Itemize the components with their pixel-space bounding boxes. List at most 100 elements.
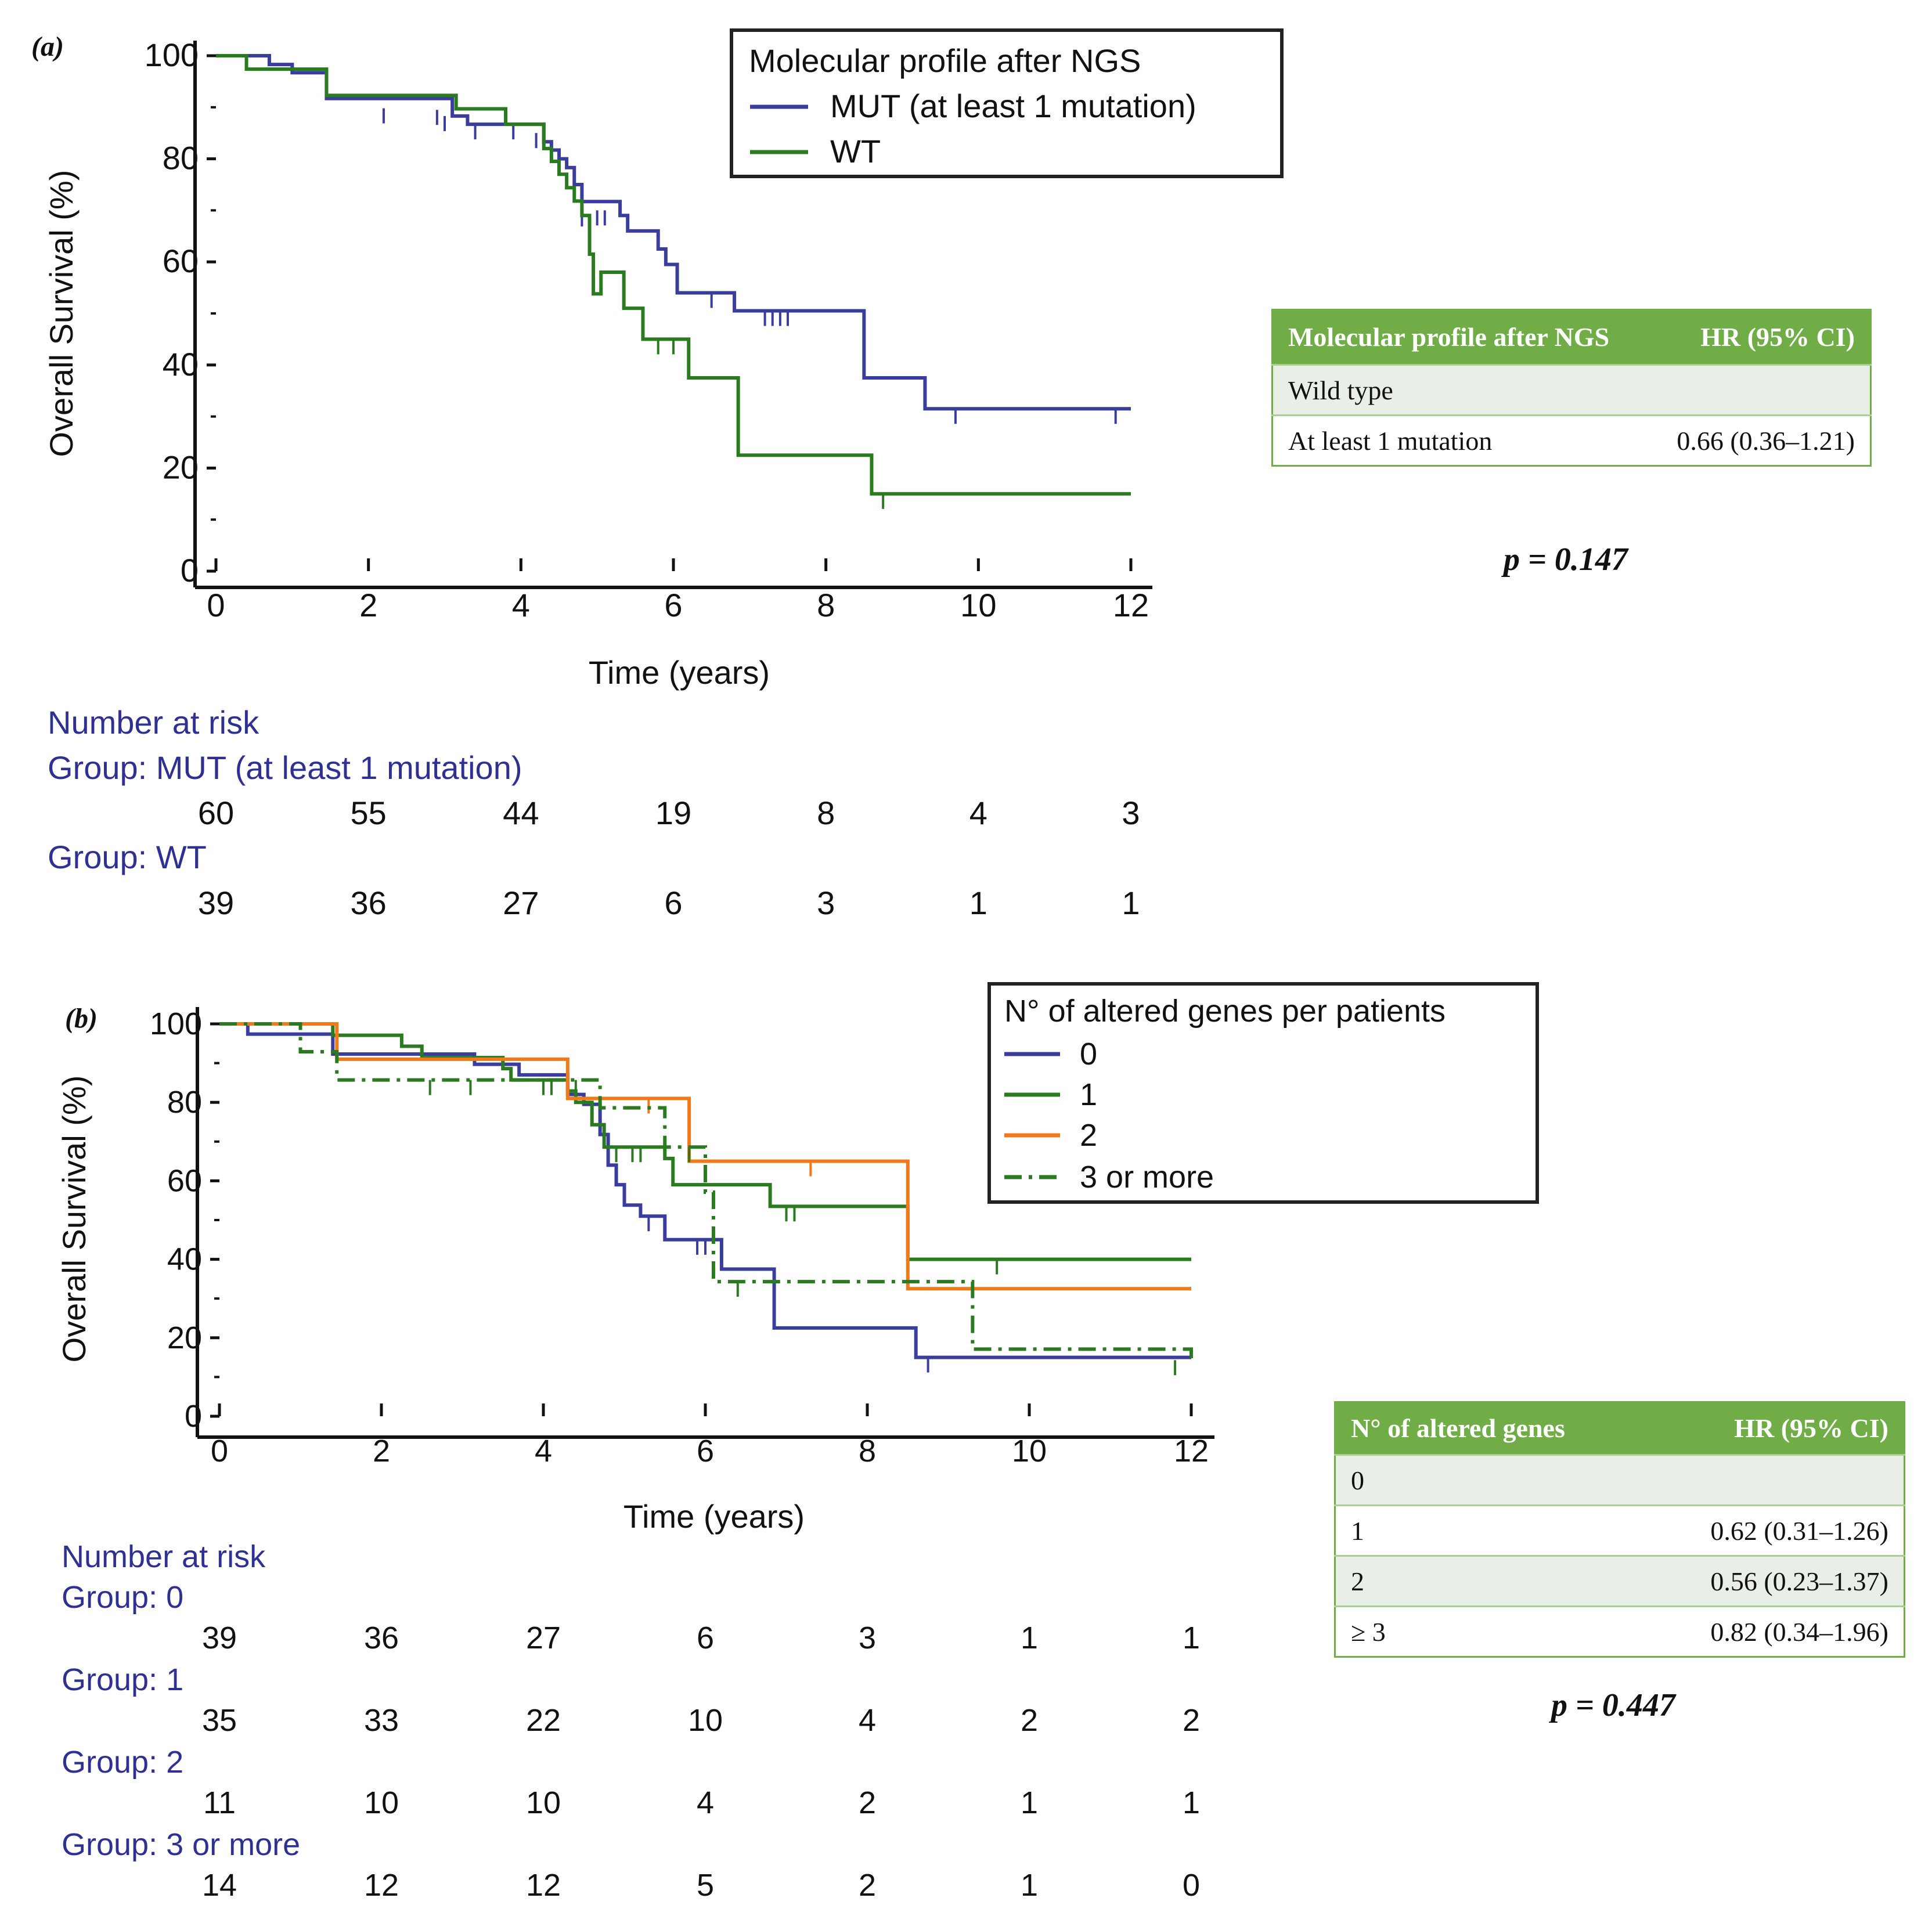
chart-a-x-ticks: 0 2 4 6 8 10 12 [207,558,1149,623]
b-risk-count: 2 [859,1868,876,1903]
b-risk-count: 3 [859,1621,876,1655]
b-survival-curve [219,1022,1193,1361]
risk-table-b-row-2: 11 10 10 4 2 1 1 [203,1785,1200,1820]
chart-a-plot-area [216,54,1131,509]
a-risk-count: 27 [503,885,539,921]
b-risk-count: 35 [202,1703,237,1738]
hr-table-b-header: N° of altered genes HR (95% CI) [1335,1402,1905,1455]
hr-table-b-row-value: 0.56 (0.23–1.37) [1642,1555,1905,1607]
b-risk-count: 12 [526,1868,561,1903]
chart-b-x-axis-label: Time (years) [623,1498,805,1535]
b-x-tick-label: 10 [1012,1434,1047,1468]
chart-a-y-minor-ticks [211,106,216,521]
b-series-2 [219,1022,1191,1291]
risk-table-b-row-1: 35 33 22 10 4 2 2 [202,1703,1200,1738]
hr-table-b-row-value: 0.82 (0.34–1.96) [1642,1605,1905,1657]
risk-table-a-group-label: Group: MUT (at least 1 mutation) [48,749,522,786]
chart-b-x-ticks: 0 2 4 6 8 10 12 [211,1403,1209,1468]
hr-table-b-row-value: 0.62 (0.31–1.26) [1642,1504,1905,1556]
legend-a-wt-label: WT [830,133,881,169]
risk-table-b-row-0: 39 36 27 6 3 1 1 [202,1621,1200,1655]
b-y-tick-label: 40 [167,1242,202,1277]
b-risk-count: 11 [203,1785,236,1820]
b-risk-count: 1 [1021,1868,1038,1903]
hr-table-b-row-value [1642,1454,1905,1506]
a-risk-count: 19 [655,795,691,831]
hr-table-a: Molecular profile after NGS HR (95% CI) … [1271,309,1872,467]
panel-a: (a) 0 20 40 60 80 100 0 2 4 6 8 10 12 Time (years) … [31,28,1284,921]
a-y-tick-label: 100 [145,37,199,73]
a-x-tick-label: 0 [207,587,225,623]
b-y-tick-label: 20 [167,1320,202,1355]
hr-table-b-row: 0 [1335,1454,1905,1506]
legend-b-2-label: 2 [1080,1118,1097,1153]
b-risk-count: 4 [859,1703,876,1738]
risk-table-b-group-label: Group: 2 [62,1745,183,1780]
a-risk-count: 6 [664,885,682,921]
risk-table-a-group-label: Group: WT [48,839,207,875]
b-risk-count: 1 [1183,1621,1200,1655]
b-risk-count: 14 [202,1868,237,1903]
b-x-tick-label: 4 [535,1434,552,1468]
legend-a-mut-label: MUT (at least 1 mutation) [830,88,1196,124]
a-series-1 [216,54,1131,509]
b-risk-count: 2 [1183,1703,1200,1738]
b-risk-count: 10 [526,1785,561,1820]
hr-table-a-row-label: At least 1 mutation [1272,414,1652,466]
a-x-tick-label: 10 [960,587,996,623]
b-risk-count: 1 [1183,1785,1200,1820]
b-survival-curve [219,1022,1191,1291]
chart-b-legend: N° of altered genes per patients 0 1 2 3… [987,982,1539,1204]
b-series-0 [219,1022,1191,1373]
risk-table-a-title: Number at risk [48,704,259,741]
b-series-3 [219,1022,1193,1376]
b-risk-count: 6 [697,1621,714,1655]
chart-a-y-ticks: 0 20 40 60 80 100 [145,37,216,589]
hr-table-b-row-label: 0 [1335,1454,1642,1506]
hr-table-b-header-group: N° of altered genes [1335,1402,1642,1455]
chart-b-y-ticks: 0 20 40 60 80 100 [150,1006,219,1434]
panel-b-label: (b) [65,1003,98,1034]
hr-table-b-row-label: ≥ 3 [1335,1605,1642,1657]
hr-table-a-row: Wild type [1272,364,1871,416]
chart-a-axes: 0 20 40 60 80 100 0 2 4 6 8 10 12 Time (years) Over… [43,37,1152,691]
b-risk-count: 27 [526,1621,561,1655]
chart-a-legend-title: Molecular profile after NGS [749,42,1141,79]
b-x-tick-label: 0 [211,1434,228,1468]
p-value-a: p = 0.147 [1504,542,1628,578]
b-survival-curve [219,1022,1191,1359]
chart-a-legend: Molecular profile after NGS MUT (at leas… [730,28,1284,178]
risk-table-b-row-3: 14 12 12 5 2 1 0 [202,1868,1200,1903]
legend-b-1-label: 1 [1080,1077,1097,1112]
hr-table-b-header-hr: HR (95% CI) [1642,1402,1905,1455]
hr-table-a-row-value [1652,364,1871,416]
p-value-b: p = 0.447 [1551,1687,1675,1723]
b-x-tick-label: 2 [373,1434,390,1468]
hr-table-b: N° of altered genes HR (95% CI) 0 1 0.62… [1334,1401,1905,1658]
b-risk-count: 1 [1021,1621,1038,1655]
a-y-tick-label: 60 [163,243,199,279]
b-risk-count: 1 [1021,1785,1038,1820]
b-survival-curve [219,1022,1191,1261]
a-x-tick-label: 6 [664,587,682,623]
risk-table-b: Number at risk Group: 0 39 36 27 6 3 1 1 Group… [62,1539,1200,1903]
risk-table-b-group-label: Group: 1 [62,1662,183,1697]
hr-table-b-row-label: 1 [1335,1504,1642,1556]
a-survival-curve [216,54,1131,411]
hr-table-a-row-value: 0.66 (0.36–1.21) [1652,414,1871,466]
hr-table-a-row: At least 1 mutation 0.66 (0.36–1.21) [1272,414,1871,466]
chart-b-y-minor-ticks [214,1062,219,1379]
hr-table-a-header-group: Molecular profile after NGS [1272,309,1652,365]
a-y-tick-label: 80 [163,140,199,176]
a-x-tick-label: 8 [817,587,835,623]
hr-table-b-row: 1 0.62 (0.31–1.26) [1335,1504,1905,1556]
risk-table-b-title: Number at risk [62,1539,266,1574]
b-y-tick-label: 0 [185,1399,202,1434]
a-x-tick-label: 4 [512,587,530,623]
risk-table-a: Number at risk Group: MUT (at least 1 mu… [48,704,1140,921]
b-risk-count: 36 [364,1621,399,1655]
chart-b-y-axis-label: Overall Survival (%) [56,1076,92,1363]
a-x-tick-label: 12 [1113,587,1149,623]
legend-b-3-label: 3 or more [1080,1160,1214,1195]
